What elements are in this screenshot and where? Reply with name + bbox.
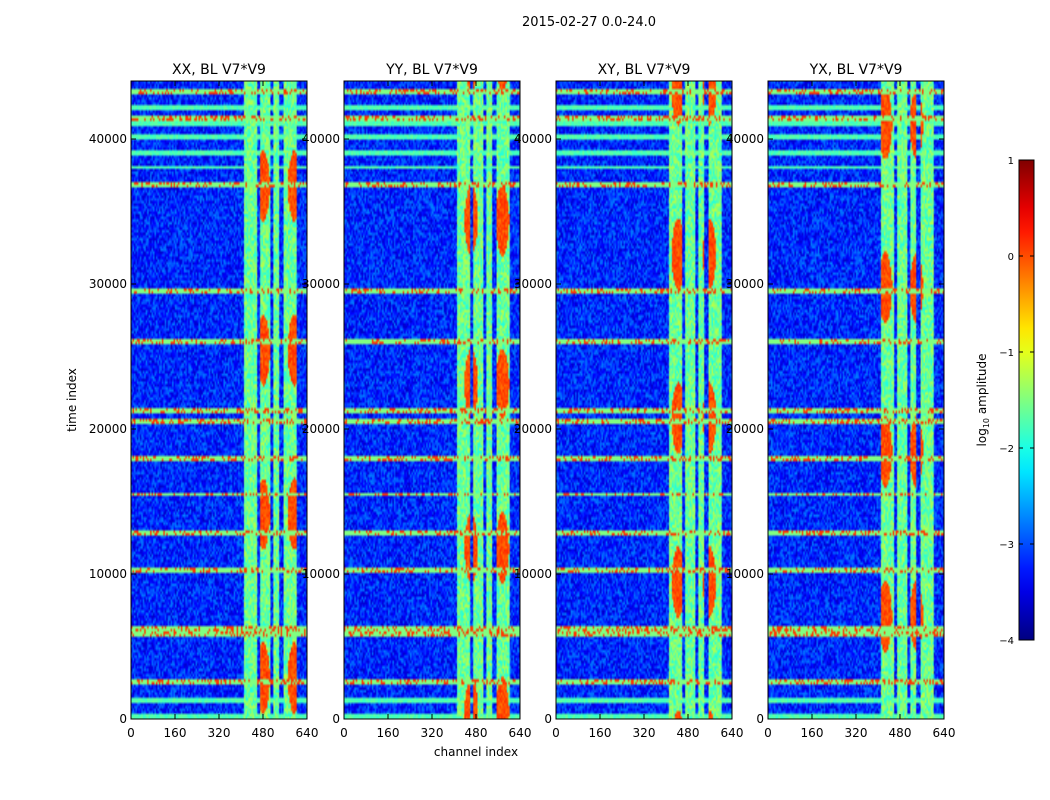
x-tick-label: 480 bbox=[465, 726, 488, 740]
y-axis-label: time index bbox=[65, 368, 79, 432]
x-tick-label: 160 bbox=[377, 726, 400, 740]
colorbar-gradient bbox=[1018, 159, 1035, 641]
panel-xy: XY, BL V7*V9 0 160 320 480 640 0 10000 20000 3000… bbox=[514, 62, 744, 740]
figure-title: 2015-02-27 0.0-24.0 bbox=[522, 15, 656, 30]
heatmap-image bbox=[131, 81, 307, 719]
colorbar: 1 0 −1 −2 −3 −4 bbox=[999, 156, 1035, 647]
y-tick-label: 10000 bbox=[89, 567, 127, 581]
x-tick-label: 480 bbox=[889, 726, 912, 740]
x-tick-label: 640 bbox=[721, 726, 744, 740]
y-tick-label: 20000 bbox=[514, 422, 552, 436]
x-axis-label: channel index bbox=[434, 745, 518, 759]
heatmap-image bbox=[768, 81, 944, 719]
panel-title: XX, BL V7*V9 bbox=[172, 62, 266, 78]
x-tick-label: 320 bbox=[421, 726, 444, 740]
y-tick-label: 20000 bbox=[89, 422, 127, 436]
x-tick-label: 480 bbox=[252, 726, 275, 740]
colorbar-tick-label: −2 bbox=[999, 444, 1014, 455]
colorbar-tick-label: −1 bbox=[999, 348, 1014, 359]
x-tick-label: 480 bbox=[677, 726, 700, 740]
colorbar-tick-label: −3 bbox=[999, 540, 1014, 551]
colorbar-tick-label: 1 bbox=[1008, 156, 1014, 167]
panels: XX, BL V7*V9 0 160 320 480 640 0 10000 20000 3000… bbox=[89, 62, 956, 740]
y-tick-label: 40000 bbox=[726, 132, 764, 146]
panel-title: XY, BL V7*V9 bbox=[598, 62, 691, 78]
x-tick-label: 160 bbox=[801, 726, 824, 740]
x-tick-label: 0 bbox=[552, 726, 560, 740]
y-tick-label: 40000 bbox=[89, 132, 127, 146]
x-tick-label: 160 bbox=[164, 726, 187, 740]
panel-xx: XX, BL V7*V9 0 160 320 480 640 0 10000 20000 3000… bbox=[89, 62, 319, 740]
x-tick-label: 640 bbox=[296, 726, 319, 740]
y-tick-label: 30000 bbox=[514, 277, 552, 291]
y-tick-label: 10000 bbox=[514, 567, 552, 581]
panel-yy: YY, BL V7*V9 0 160 320 480 640 0 10000 20000 3000… bbox=[302, 62, 532, 740]
panel-yx: YX, BL V7*V9 0 160 320 480 640 0 10000 20000 3000… bbox=[726, 62, 956, 740]
y-tick-label: 10000 bbox=[726, 567, 764, 581]
y-tick-label: 20000 bbox=[726, 422, 764, 436]
y-tick-label: 0 bbox=[756, 712, 764, 726]
heatmap-image bbox=[556, 81, 732, 719]
y-tick-label: 30000 bbox=[302, 277, 340, 291]
y-tick-label: 0 bbox=[119, 712, 127, 726]
x-tick-label: 640 bbox=[509, 726, 532, 740]
panel-title: YY, BL V7*V9 bbox=[385, 62, 478, 78]
y-tick-label: 40000 bbox=[302, 132, 340, 146]
x-tick-label: 320 bbox=[845, 726, 868, 740]
x-tick-label: 320 bbox=[633, 726, 656, 740]
panel-title: YX, BL V7*V9 bbox=[809, 62, 903, 78]
x-tick-label: 160 bbox=[589, 726, 612, 740]
colorbar-tick-label: −4 bbox=[999, 636, 1014, 647]
x-tick-label: 640 bbox=[933, 726, 956, 740]
y-tick-label: 20000 bbox=[302, 422, 340, 436]
y-tick-label: 30000 bbox=[89, 277, 127, 291]
colorbar-label: log10 amplitude bbox=[975, 354, 991, 447]
heatmap-image bbox=[344, 81, 520, 719]
y-tick-label: 0 bbox=[544, 712, 552, 726]
x-tick-label: 0 bbox=[340, 726, 348, 740]
x-tick-label: 320 bbox=[208, 726, 231, 740]
colorbar-tick-label: 0 bbox=[1008, 252, 1014, 263]
x-tick-label: 0 bbox=[764, 726, 772, 740]
y-tick-label: 30000 bbox=[726, 277, 764, 291]
y-tick-label: 0 bbox=[332, 712, 340, 726]
y-tick-label: 40000 bbox=[514, 132, 552, 146]
x-tick-label: 0 bbox=[127, 726, 135, 740]
y-tick-label: 10000 bbox=[302, 567, 340, 581]
